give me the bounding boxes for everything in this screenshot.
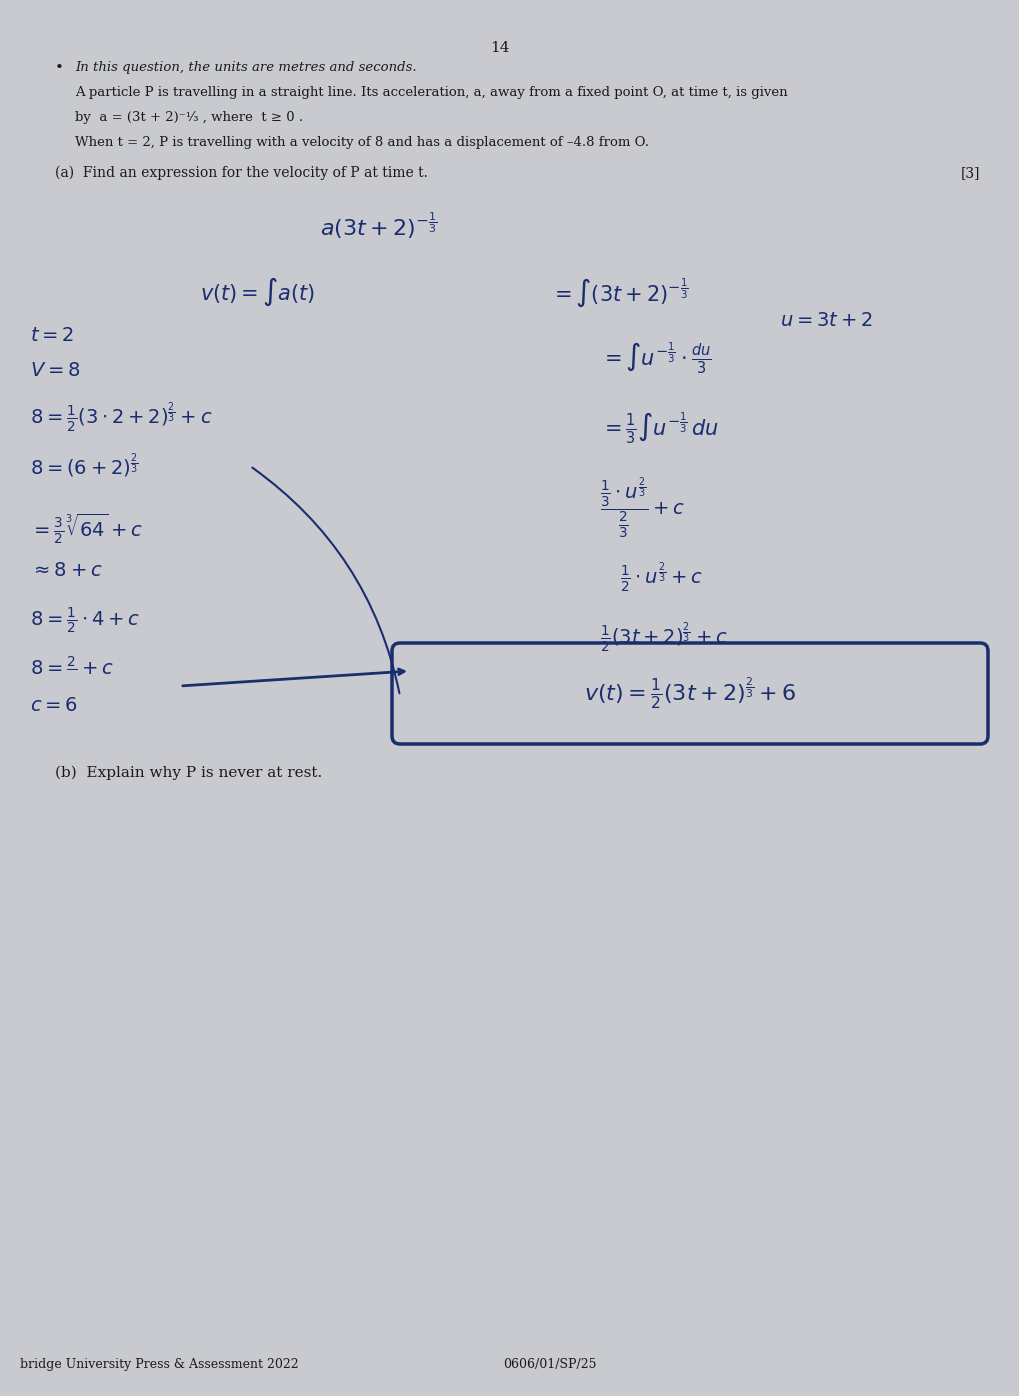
Text: $8 = \frac{2}{\ } + c$: $8 = \frac{2}{\ } + c$ — [30, 656, 114, 678]
Text: $8 = (6+2)^{\frac{2}{3}}$: $8 = (6+2)^{\frac{2}{3}}$ — [30, 451, 139, 480]
Text: $\frac{1}{2} \cdot u^{\frac{2}{3}} + c$: $\frac{1}{2} \cdot u^{\frac{2}{3}} + c$ — [620, 561, 703, 595]
Text: 14: 14 — [490, 40, 510, 54]
Text: $= \frac{3}{2}\sqrt[3]{64} + c$: $= \frac{3}{2}\sqrt[3]{64} + c$ — [30, 511, 143, 546]
Text: $\approx 8 + c$: $\approx 8 + c$ — [30, 561, 103, 579]
Text: $v(t) = \int a(t)$: $v(t) = \int a(t)$ — [200, 276, 315, 309]
Text: $a(3t+2)^{-\frac{1}{3}}$: $a(3t+2)^{-\frac{1}{3}}$ — [320, 211, 437, 242]
Text: $c = 6$: $c = 6$ — [30, 697, 77, 715]
Text: $= \int (3t+2)^{-\frac{1}{3}}$: $= \int (3t+2)^{-\frac{1}{3}}$ — [550, 276, 689, 309]
Text: by  a = (3t + 2)⁻¹⁄₃ , where  t ≥ 0 .: by a = (3t + 2)⁻¹⁄₃ , where t ≥ 0 . — [75, 112, 303, 124]
Text: $\frac{1}{2}(3t+2)^{\frac{2}{3}} + c$: $\frac{1}{2}(3t+2)^{\frac{2}{3}} + c$ — [600, 621, 728, 655]
Text: $8 = \frac{1}{2} \cdot 4 + c$: $8 = \frac{1}{2} \cdot 4 + c$ — [30, 606, 140, 637]
Text: $\dfrac{\frac{1}{3} \cdot u^{\frac{2}{3}}}{\frac{2}{3}} + c$: $\dfrac{\frac{1}{3} \cdot u^{\frac{2}{3}… — [600, 476, 686, 542]
Text: 0606/01/SP/25: 0606/01/SP/25 — [503, 1358, 597, 1371]
Text: In this question, the units are metres and seconds.: In this question, the units are metres a… — [75, 61, 417, 74]
Text: •: • — [55, 61, 64, 75]
Text: When t = 2, P is travelling with a velocity of 8 and has a displacement of –4.8 : When t = 2, P is travelling with a veloc… — [75, 135, 649, 149]
Text: $V = 8$: $V = 8$ — [30, 362, 81, 380]
Text: bridge University Press & Assessment 2022: bridge University Press & Assessment 202… — [20, 1358, 299, 1371]
Text: $= \int u^{-\frac{1}{3}} \cdot \frac{du}{3}$: $= \int u^{-\frac{1}{3}} \cdot \frac{du}… — [600, 341, 711, 377]
Text: $8 = \frac{1}{2}(3 \cdot 2+2)^{\frac{2}{3}} + c$: $8 = \frac{1}{2}(3 \cdot 2+2)^{\frac{2}{… — [30, 401, 213, 436]
Text: (a)  Find an expression for the velocity of P at time t.: (a) Find an expression for the velocity … — [55, 166, 428, 180]
Text: $v(t) = \frac{1}{2}(3t+2)^{\frac{2}{3}} + 6$: $v(t) = \frac{1}{2}(3t+2)^{\frac{2}{3}} … — [584, 676, 797, 712]
Text: $t = 2$: $t = 2$ — [30, 327, 74, 345]
Text: A particle P is travelling in a straight line. Its acceleration, a, away from a : A particle P is travelling in a straight… — [75, 87, 788, 99]
Text: $= \frac{1}{3} \int u^{-\frac{1}{3}} \, du$: $= \frac{1}{3} \int u^{-\frac{1}{3}} \, … — [600, 410, 719, 447]
Text: $u = 3t+2$: $u = 3t+2$ — [780, 311, 872, 329]
Text: [3]: [3] — [961, 166, 980, 180]
Text: (b)  Explain why P is never at rest.: (b) Explain why P is never at rest. — [55, 766, 322, 780]
